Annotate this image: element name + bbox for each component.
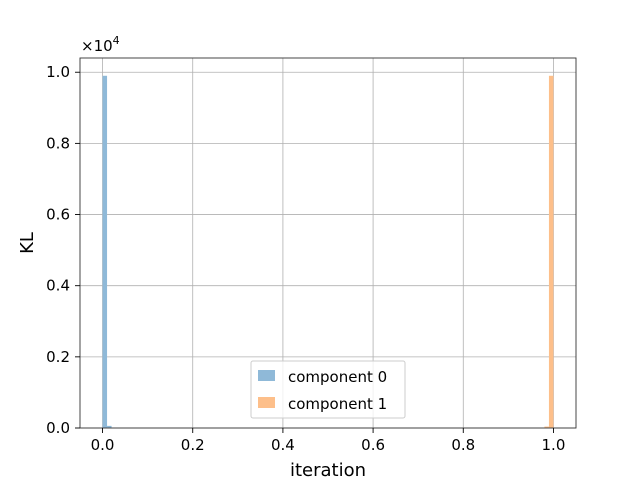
y-tick-label: 0.6 [46, 206, 70, 224]
y-axis-label: KL [17, 232, 38, 254]
legend-swatch-component-0 [258, 370, 275, 381]
legend-frame [250, 360, 406, 419]
x-tick-label: 1.0 [542, 436, 566, 454]
legend-swatch-component-1 [258, 397, 275, 408]
x-tick-label: 0.8 [451, 436, 475, 454]
bar-component-0 [107, 425, 112, 428]
x-tick-label: 0.0 [91, 436, 115, 454]
y-tick-label: 0.2 [46, 348, 70, 366]
x-axis-ticks: 0.0 0.2 0.4 0.6 0.8 1.0 [91, 428, 566, 454]
y-axis-ticks: 0.0 0.2 0.4 0.6 0.8 1.0 [46, 63, 80, 437]
bar-component-0 [102, 75, 108, 429]
x-tick-label: 0.6 [361, 436, 385, 454]
y-tick-label: 0.0 [46, 419, 70, 437]
y-tick-label: 0.4 [46, 277, 70, 295]
legend: component 0 component 1 [250, 360, 406, 419]
bars [102, 75, 554, 429]
legend-label-component-1: component 1 [288, 395, 387, 413]
plot-area-frame [79, 57, 577, 429]
bar-component-1 [548, 75, 554, 429]
x-tick-label: 0.4 [271, 436, 295, 454]
legend-label-component-0: component 0 [288, 368, 387, 386]
y-axis-multiplier: ×104 [81, 34, 120, 55]
y-tick-label: 0.8 [46, 134, 70, 152]
x-axis-label: iteration [290, 460, 366, 480]
x-tick-label: 0.2 [181, 436, 205, 454]
y-tick-label: 1.0 [46, 63, 70, 81]
bar-component-1 [544, 426, 549, 428]
